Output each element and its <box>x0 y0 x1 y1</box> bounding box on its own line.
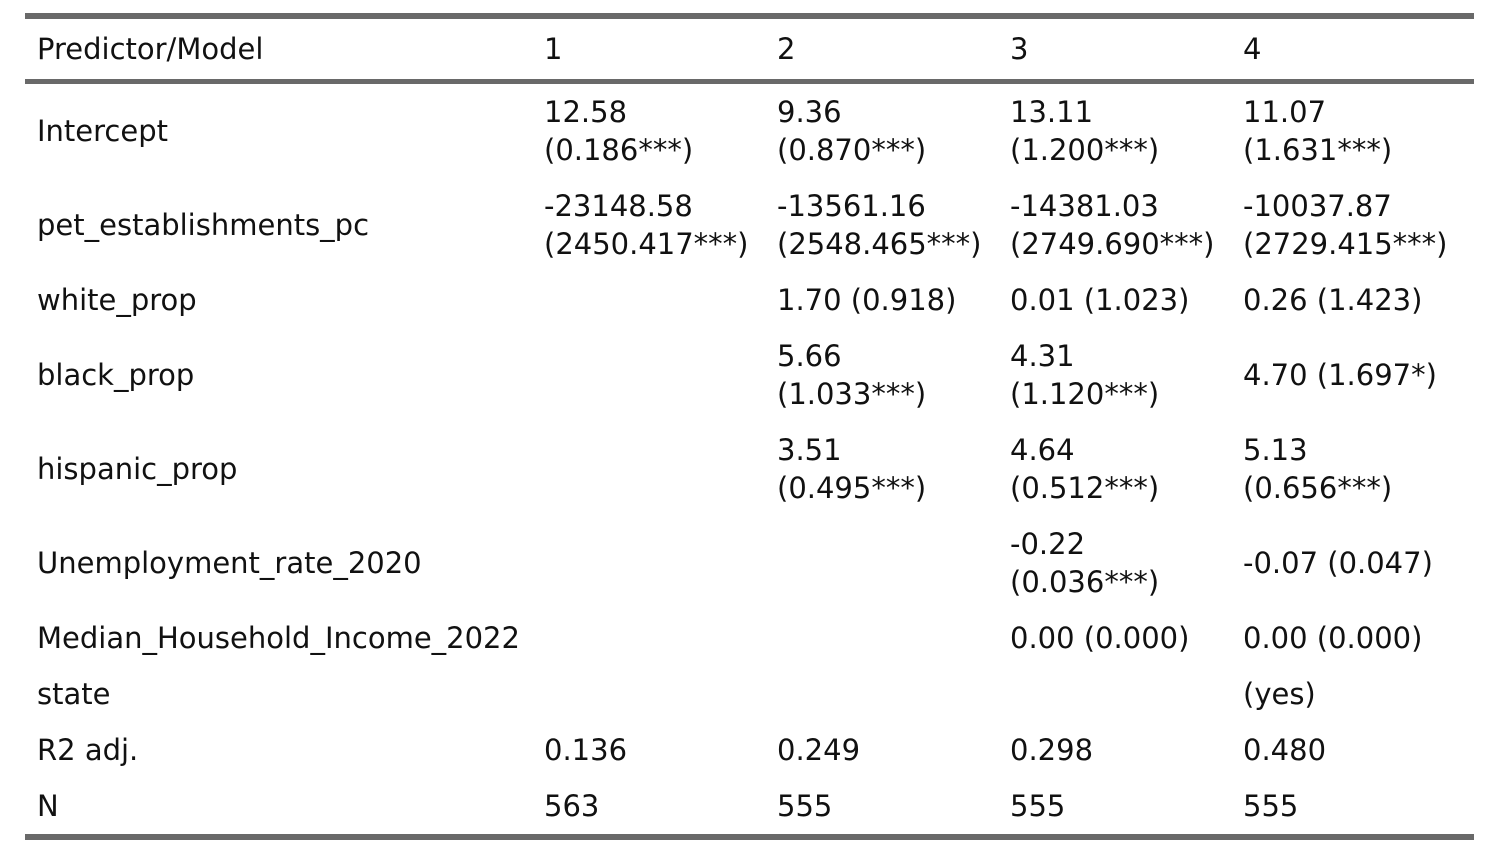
column-header-model-2: 2 <box>777 32 796 66</box>
column-header-model-1: 1 <box>544 32 563 66</box>
coefficient-cell: -23148.58 (2450.417***) <box>544 189 749 261</box>
coefficient-cell: -0.07 (0.047) <box>1243 546 1433 580</box>
coefficient-cell <box>544 516 777 610</box>
coefficient-cell <box>777 666 1010 722</box>
coefficient-cell: 3.51 (0.495***) <box>777 433 927 505</box>
statistic-cell: 0.298 <box>1010 733 1094 767</box>
coefficient-cell: 4.64 (0.512***) <box>1010 433 1160 505</box>
coefficient-cell: 13.11 (1.200***) <box>1010 95 1160 167</box>
coefficient-cell: 0.01 (1.023) <box>1010 283 1190 317</box>
coefficient-cell <box>777 516 1010 610</box>
statistic-cell: 0.249 <box>777 733 861 767</box>
coefficient-cell: (yes) <box>1243 677 1316 711</box>
statistic-cell: 0.136 <box>544 733 628 767</box>
coefficient-cell: -13561.16 (2548.465***) <box>777 189 982 261</box>
table-row-r2-adj: R2 adj. 0.136 0.249 0.298 0.480 <box>25 722 1474 778</box>
coefficient-cell: 4.70 (1.697*) <box>1243 358 1437 392</box>
coefficient-cell: 9.36 (0.870***) <box>777 95 927 167</box>
row-label: white_prop <box>37 283 197 317</box>
coefficient-cell: 5.13 (0.656***) <box>1243 433 1393 505</box>
statistic-cell: 555 <box>777 789 833 823</box>
table-row-state: state (yes) <box>25 666 1474 722</box>
coefficient-cell <box>544 610 777 666</box>
row-label: black_prop <box>37 358 195 392</box>
table-row-white-prop: white_prop 1.70 (0.918) 0.01 (1.023) 0.2… <box>25 272 1474 328</box>
regression-results-table: Predictor/Model 1 2 3 4 Intercept 12.58 … <box>25 13 1474 840</box>
coefficient-cell: -0.22 (0.036***) <box>1010 527 1160 599</box>
row-label: N <box>37 789 59 823</box>
statistic-cell: 555 <box>1010 789 1066 823</box>
coefficient-cell <box>544 272 777 328</box>
column-header-model-3: 3 <box>1010 32 1029 66</box>
row-label: Intercept <box>37 114 168 148</box>
coefficient-cell: 12.58 (0.186***) <box>544 95 694 167</box>
coefficient-cell: 0.00 (0.000) <box>1243 621 1423 655</box>
coefficient-cell: 11.07 (1.631***) <box>1243 95 1393 167</box>
row-label: Unemployment_rate_2020 <box>37 546 422 580</box>
table-row-median-household-income-2022: Median_Household_Income_2022 0.00 (0.000… <box>25 610 1474 666</box>
coefficient-cell <box>777 610 1010 666</box>
row-label: state <box>37 677 111 711</box>
statistic-cell: 563 <box>544 789 600 823</box>
coefficient-cell <box>544 328 777 422</box>
row-label: hispanic_prop <box>37 452 238 486</box>
statistic-cell: 0.480 <box>1243 733 1327 767</box>
table-row-n: N 563 555 555 555 <box>25 778 1474 837</box>
table-row-hispanic-prop: hispanic_prop 3.51 (0.495***) 4.64 (0.51… <box>25 422 1474 516</box>
column-header-predictor-model: Predictor/Model <box>37 32 264 66</box>
table-row-unemployment-rate-2020: Unemployment_rate_2020 -0.22 (0.036***) … <box>25 516 1474 610</box>
row-label: pet_establishments_pc <box>37 208 370 242</box>
table-row-black-prop: black_prop 5.66 (1.033***) 4.31 (1.120**… <box>25 328 1474 422</box>
coefficient-cell: 5.66 (1.033***) <box>777 339 927 411</box>
coefficient-cell: 0.00 (0.000) <box>1010 621 1190 655</box>
row-label: Median_Household_Income_2022 <box>37 621 520 655</box>
column-header-model-4: 4 <box>1243 32 1262 66</box>
coefficient-cell <box>544 666 777 722</box>
page: Predictor/Model 1 2 3 4 Intercept 12.58 … <box>25 13 1474 840</box>
coefficient-cell: 0.26 (1.423) <box>1243 283 1423 317</box>
row-label: R2 adj. <box>37 733 139 767</box>
table-row-pet-establishments-pc: pet_establishments_pc -23148.58 (2450.41… <box>25 178 1474 272</box>
table-row-intercept: Intercept 12.58 (0.186***) 9.36 (0.870**… <box>25 82 1474 179</box>
coefficient-cell <box>544 422 777 516</box>
header-row: Predictor/Model 1 2 3 4 <box>25 16 1474 82</box>
statistic-cell: 555 <box>1243 789 1299 823</box>
coefficient-cell: -10037.87 (2729.415***) <box>1243 189 1448 261</box>
coefficient-cell: 4.31 (1.120***) <box>1010 339 1160 411</box>
coefficient-cell: 1.70 (0.918) <box>777 283 957 317</box>
coefficient-cell <box>1010 666 1243 722</box>
coefficient-cell: -14381.03 (2749.690***) <box>1010 189 1215 261</box>
